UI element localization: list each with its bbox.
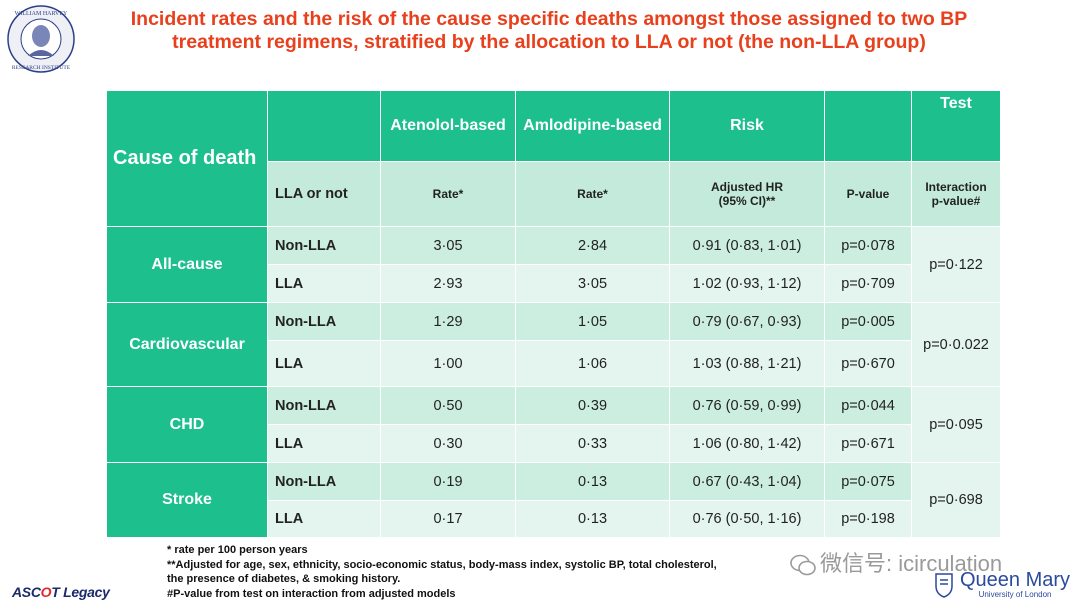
table-row: LLA 1·00 1·06 1·03 (0·88, 1·21) p=0·670: [107, 341, 1001, 387]
footnote-adjusted: **Adjusted for age, sex, ethnicity, soci…: [167, 558, 717, 571]
university-name: Queen Mary: [960, 569, 1071, 591]
group-label-chd: CHD: [107, 387, 268, 463]
subheader-lla-or-not: LLA or not: [268, 162, 381, 227]
group-label-cardiovascular: Cardiovascular: [107, 303, 268, 387]
ascot-o: O: [40, 584, 52, 600]
header-blank: [268, 91, 381, 162]
p-value: p=0·670: [825, 341, 912, 387]
crest-icon: [935, 573, 953, 598]
table-row: CHD Non-LLA 0·50 0·39 0·76 (0·59, 0·99) …: [107, 387, 1001, 463]
p-value: p=0·709: [825, 265, 912, 303]
p-value: p=0·005: [825, 303, 912, 341]
rate-atenolol: 1·29: [381, 303, 516, 341]
table-row: All-cause Non-LLA 3·05 2·84 0·91 (0·83, …: [107, 227, 1001, 303]
row-lla-label: LLA: [268, 501, 381, 538]
rate-atenolol: 0·19: [381, 463, 516, 501]
rate-atenolol: 3·05: [381, 227, 516, 265]
rate-amlodipine: 0·13: [516, 463, 670, 501]
university-sub: University of London: [978, 590, 1052, 599]
wechat-watermark: 微信号: icirculation: [790, 546, 1002, 578]
subheader-interaction: Interaction p-value#: [912, 162, 1001, 227]
queen-mary-logo: Queen Mary University of London: [935, 569, 1071, 600]
table-row: LLA 0·30 0·33 1·06 (0·80, 1·42) p=0·671: [107, 425, 1001, 463]
header-test: Test: [912, 91, 1001, 162]
footnote-rate: * rate per 100 person years: [167, 544, 308, 556]
p-value: p=0·078: [825, 227, 912, 265]
ascot-prefix: ASC: [12, 584, 41, 600]
rate-amlodipine: 0·33: [516, 425, 670, 463]
table-row: Cardiovascular Non-LLA 1·29 1·05 0·79 (0…: [107, 303, 1001, 387]
adjusted-hr: 1·02 (0·93, 1·12): [670, 265, 825, 303]
footnote-adjusted-cont: the presence of diabetes, & smoking hist…: [167, 573, 401, 585]
p-value: p=0·671: [825, 425, 912, 463]
adjusted-hr: 1·06 (0·80, 1·42): [670, 425, 825, 463]
subheader-rate-atenolol: Rate*: [381, 162, 516, 227]
subheader-hr-line2: (95% CI)**: [718, 194, 776, 208]
wechat-icon: [790, 554, 816, 576]
header-risk: Risk: [670, 91, 825, 162]
interaction-p-value: p=0·122: [912, 227, 1001, 303]
ascot-suffix: T Legacy: [51, 584, 110, 600]
william-harvey-seal-logo: WILLIAM HARVEY RESEARCH INSTITUTE: [7, 5, 75, 73]
p-value: p=0·075: [825, 463, 912, 501]
rate-amlodipine: 1·05: [516, 303, 670, 341]
adjusted-hr: 0·91 (0·83, 1·01): [670, 227, 825, 265]
p-value: p=0·044: [825, 387, 912, 425]
cause-of-death-table: Cause of death Atenolol-based Amlodipine…: [107, 91, 1001, 538]
svg-text:WILLIAM HARVEY: WILLIAM HARVEY: [15, 11, 68, 17]
row-lla-label: Non-LLA: [268, 303, 381, 341]
subheader-interaction-line2: p-value#: [931, 194, 981, 208]
table-row: Stroke Non-LLA 0·19 0·13 0·67 (0·43, 1·0…: [107, 463, 1001, 538]
row-lla-label: LLA: [268, 265, 381, 303]
adjusted-hr: 0·76 (0·50, 1·16): [670, 501, 825, 538]
adjusted-hr: 0·79 (0·67, 0·93): [670, 303, 825, 341]
adjusted-hr: 0·67 (0·43, 1·04): [670, 463, 825, 501]
rate-atenolol: 2·93: [381, 265, 516, 303]
footnote-p-value: #P-value from test on interaction from a…: [167, 587, 456, 600]
header-blank-2: [825, 91, 912, 162]
subheader-p-value: P-value: [825, 162, 912, 227]
subheader-adjusted-hr: Adjusted HR (95% CI)**: [670, 162, 825, 227]
rate-amlodipine: 0·39: [516, 387, 670, 425]
row-lla-label: LLA: [268, 341, 381, 387]
header-atenolol: Atenolol-based: [381, 91, 516, 162]
rate-amlodipine: 2·84: [516, 227, 670, 265]
interaction-p-value-highlighted: p=0·0.022: [912, 303, 1001, 387]
group-label-stroke: Stroke: [107, 463, 268, 538]
row-lla-label: Non-LLA: [268, 387, 381, 425]
adjusted-hr: 1·03 (0·88, 1·21): [670, 341, 825, 387]
rate-amlodipine: 3·05: [516, 265, 670, 303]
table-row: LLA 0·17 0·13 0·76 (0·50, 1·16) p=0·198: [107, 501, 1001, 538]
rate-atenolol: 1·00: [381, 341, 516, 387]
row-lla-label: Non-LLA: [268, 227, 381, 265]
subheader-rate-amlodipine: Rate*: [516, 162, 670, 227]
group-label-all-cause: All-cause: [107, 227, 268, 303]
svg-text:RESEARCH INSTITUTE: RESEARCH INSTITUTE: [12, 65, 71, 71]
adjusted-hr: 0·76 (0·59, 0·99): [670, 387, 825, 425]
slide-title: Incident rates and the risk of the cause…: [130, 8, 968, 53]
rate-amlodipine: 1·06: [516, 341, 670, 387]
footnotes: * rate per 100 person years **Adjusted f…: [167, 543, 717, 601]
header-amlodipine: Amlodipine-based: [516, 91, 670, 162]
rate-atenolol: 0·50: [381, 387, 516, 425]
row-lla-label: Non-LLA: [268, 463, 381, 501]
subheader-interaction-line1: Interaction: [925, 180, 987, 194]
rate-atenolol: 0·30: [381, 425, 516, 463]
rate-amlodipine: 0·13: [516, 501, 670, 538]
header-cause-of-death: Cause of death: [107, 91, 268, 227]
rate-atenolol: 0·17: [381, 501, 516, 538]
interaction-p-value: p=0·698: [912, 463, 1001, 538]
ascot-legacy-logo: ASCOT Legacy: [12, 584, 110, 600]
subheader-hr-line1: Adjusted HR: [711, 180, 783, 194]
interaction-p-value: p=0·095: [912, 387, 1001, 463]
table-row: LLA 2·93 3·05 1·02 (0·93, 1·12) p=0·709: [107, 265, 1001, 303]
row-lla-label: LLA: [268, 425, 381, 463]
p-value: p=0·198: [825, 501, 912, 538]
watermark-text: 微信号: icirculation: [820, 551, 1003, 576]
